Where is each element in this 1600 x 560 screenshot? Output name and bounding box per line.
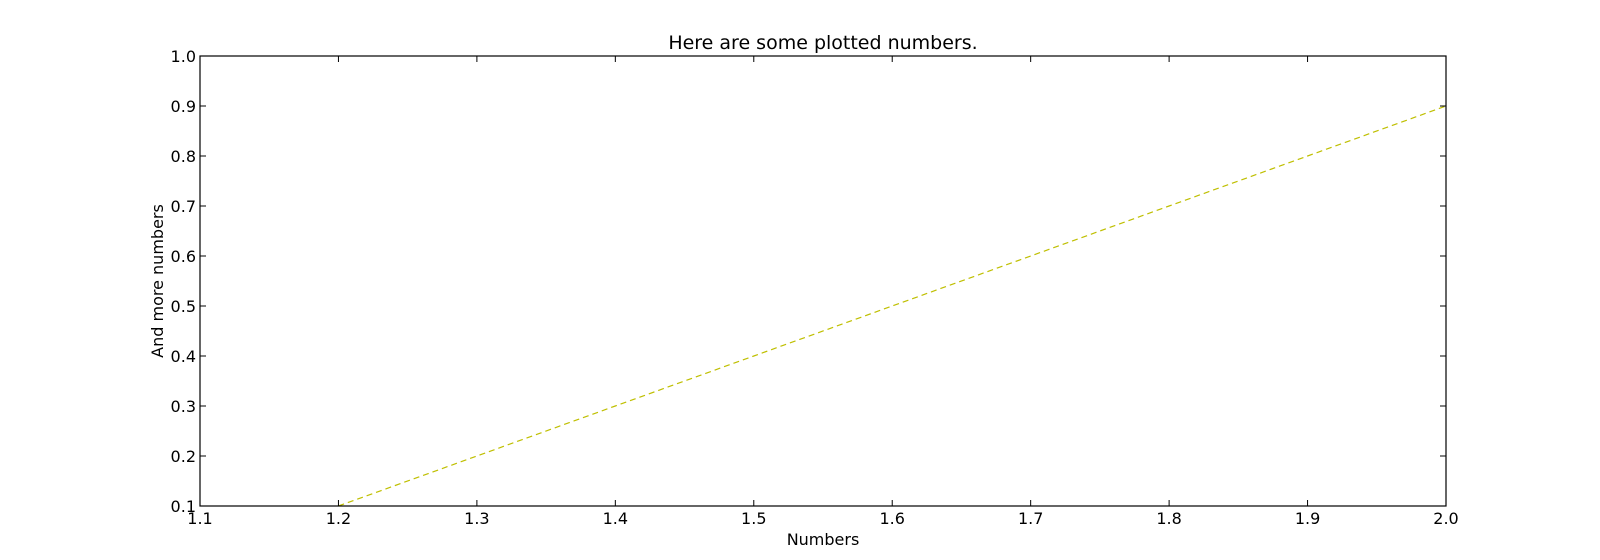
x-axis-label: Numbers (787, 530, 860, 549)
y-tick-label: 0.4 (171, 347, 196, 366)
y-tick-labels: 0.1 0.2 0.3 0.4 0.5 0.6 0.7 0.8 0.9 1.0 (171, 47, 196, 516)
x-tick-label: 1.4 (603, 509, 628, 528)
x-tick-label: 1.6 (879, 509, 904, 528)
x-tick-label: 1.9 (1295, 509, 1320, 528)
series-line (338, 105, 1447, 507)
x-tick-label: 1.8 (1156, 509, 1181, 528)
x-tick-labels: 1.1 1.2 1.3 1.4 1.5 1.6 1.7 1.8 1.9 2.0 (187, 509, 1458, 528)
y-tick-label: 1.0 (171, 47, 196, 66)
series-layer (338, 105, 1447, 507)
y-tick-label: 0.6 (171, 247, 196, 266)
x-tick-label: 1.7 (1018, 509, 1043, 528)
y-tick-label: 0.5 (171, 297, 196, 316)
x-tick-label: 1.5 (741, 509, 766, 528)
y-tick-label: 0.8 (171, 147, 196, 166)
y-tick-label: 0.2 (171, 447, 196, 466)
x-tick-label: 1.3 (464, 509, 489, 528)
chart-title: Here are some plotted numbers. (668, 32, 977, 54)
x-tick-label: 1.1 (187, 509, 212, 528)
y-tick-label: 0.7 (171, 197, 196, 216)
y-tick-label: 0.1 (171, 497, 196, 516)
y-tick-label: 0.3 (171, 397, 196, 416)
plot-frame (199, 55, 1447, 507)
x-tick-label: 2.0 (1433, 509, 1458, 528)
y-axis-label: And more numbers (148, 204, 167, 358)
y-tick-label: 0.9 (171, 97, 196, 116)
x-tick-label: 1.2 (326, 509, 351, 528)
plot-area (200, 56, 1446, 506)
